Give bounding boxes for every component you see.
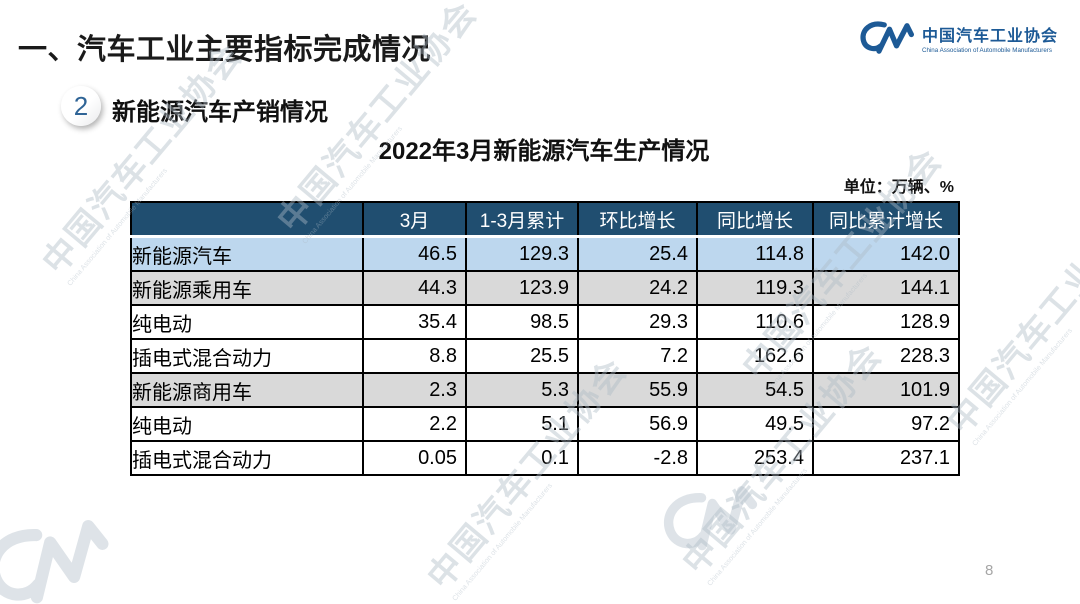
column-header: 1-3月累计: [465, 201, 579, 238]
table-cell: 29.3: [577, 304, 698, 340]
row-label: 插电式混合动力: [130, 440, 364, 476]
page-title: 一、汽车工业主要指标完成情况: [18, 34, 432, 66]
row-label: 纯电动: [130, 406, 364, 442]
table-cell: 44.3: [362, 270, 467, 306]
table-cell: 5.3: [465, 372, 579, 408]
table-row: 新能源汽车 46.5 129.3 25.4 114.8 142.0: [130, 235, 960, 272]
table-cell: 35.4: [362, 304, 467, 340]
row-label: 新能源乘用车: [130, 270, 364, 306]
column-header: 同比增长: [696, 201, 814, 238]
section-number-badge: 2: [61, 86, 101, 126]
table-cell: 2.3: [362, 372, 467, 408]
table-cell: 128.9: [812, 304, 960, 340]
table-cell: 142.0: [812, 235, 960, 272]
table-cell: 56.9: [577, 406, 698, 442]
table-cell: 119.3: [696, 270, 814, 306]
table-cell: 8.8: [362, 338, 467, 374]
row-label: 插电式混合动力: [130, 338, 364, 374]
cam-watermark-icon: [653, 475, 766, 569]
column-header: [130, 201, 364, 238]
unit-note: 单位：万辆、%: [843, 179, 954, 196]
table-cell: 129.3: [465, 235, 579, 272]
table-cell: 237.1: [812, 440, 960, 476]
table-cell: 228.3: [812, 338, 960, 374]
table-cell: 49.5: [696, 406, 814, 442]
table-cell: 144.1: [812, 270, 960, 306]
table-cell: 114.8: [696, 235, 814, 272]
table-cell: 25.5: [465, 338, 579, 374]
org-name-en: China Association of Automobile Manufact…: [922, 47, 1052, 54]
table-cell: 101.9: [812, 372, 960, 408]
table-header-row: 3月 1-3月累计 环比增长 同比增长 同比累计增长: [130, 201, 960, 238]
table-cell: 55.9: [577, 372, 698, 408]
table-cell: 54.5: [696, 372, 814, 408]
table-cell: 97.2: [812, 406, 960, 442]
table-cell: 46.5: [362, 235, 467, 272]
row-label: 新能源商用车: [130, 372, 364, 408]
page-number: 8: [985, 562, 994, 579]
table-cell: 2.2: [362, 406, 467, 442]
table-cell: 162.6: [696, 338, 814, 374]
cam-logo-icon: [858, 18, 914, 58]
table-cell: 24.2: [577, 270, 698, 306]
table-body: 新能源汽车 46.5 129.3 25.4 114.8 142.0 新能源乘用车 44.3 12…: [130, 235, 960, 476]
table-cell: 0.1: [465, 440, 579, 476]
row-label: 新能源汽车: [130, 235, 364, 272]
table-cell: 25.4: [577, 235, 698, 272]
table-row: 纯电动 2.2 5.1 56.9 49.5 97.2: [130, 406, 960, 442]
table-cell: 123.9: [465, 270, 579, 306]
table-row: 新能源商用车 2.3 5.3 55.9 54.5 101.9: [130, 372, 960, 408]
cam-watermark-icon: [0, 506, 121, 604]
table-cell: 253.4: [696, 440, 814, 476]
table-cell: -2.8: [577, 440, 698, 476]
table-cell: 7.2: [577, 338, 698, 374]
column-header: 3月: [362, 201, 467, 238]
table-row: 新能源乘用车 44.3 123.9 24.2 119.3 144.1: [130, 270, 960, 306]
org-name-cn: 中国汽车工业协会: [922, 28, 1059, 45]
table-cell: 0.05: [362, 440, 467, 476]
section-label: 新能源汽车产销情况: [112, 99, 328, 126]
table-cell: 98.5: [465, 304, 579, 340]
nev-production-table: 3月 1-3月累计 环比增长 同比增长 同比累计增长 新能源汽车 46.5 129.3 25.…: [130, 201, 960, 476]
table-header: 3月 1-3月累计 环比增长 同比增长 同比累计增长: [130, 201, 960, 238]
table-title: 2022年3月新能源汽车生产情况: [378, 138, 710, 165]
table-row: 插电式混合动力 8.8 25.5 7.2 162.6 228.3: [130, 338, 960, 374]
org-logo: 中国汽车工业协会 China Association of Automobile…: [858, 18, 1080, 58]
table-row: 纯电动 35.4 98.5 29.3 110.6 128.9: [130, 304, 960, 340]
table-cell: 110.6: [696, 304, 814, 340]
row-label: 纯电动: [130, 304, 364, 340]
table-cell: 5.1: [465, 406, 579, 442]
column-header: 同比累计增长: [812, 201, 960, 238]
table-row: 插电式混合动力 0.05 0.1 -2.8 253.4 237.1: [130, 440, 960, 476]
column-header: 环比增长: [577, 201, 698, 238]
